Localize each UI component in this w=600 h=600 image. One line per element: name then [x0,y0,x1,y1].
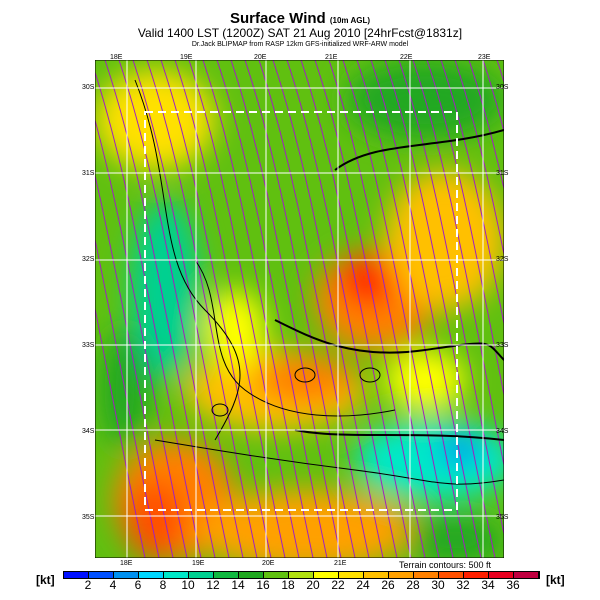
colorbar-swatch [89,572,114,578]
colorbar-tick: 24 [356,578,370,592]
unit-right: [kt] [546,573,565,587]
colorbar-swatch [414,572,439,578]
colorbar-tick: 20 [306,578,320,592]
axis-label: 21E [325,54,338,61]
axis-label: 19E [192,560,205,567]
axis-label: 31S [82,170,95,177]
wind-map [95,60,504,558]
wind-streamline [272,60,384,558]
axis-label: 34S [82,428,95,435]
colorbar-swatch [389,572,414,578]
colorbar-swatch [139,572,164,578]
colorbar-tick: 8 [159,578,167,592]
colorbar-tick: 18 [281,578,295,592]
colorbar-swatch [339,572,364,578]
wind-streamline [370,60,482,558]
wind-streamline [258,60,370,558]
wind-streamline [132,60,244,558]
colorbar-tick: 32 [456,578,470,592]
wind-streamline [244,60,356,558]
colorbar-tick: 28 [406,578,420,592]
wind-streamline [426,60,504,398]
axis-label: 22E [400,54,413,61]
axis-label: 34S [496,428,509,435]
axis-label: 19E [180,54,193,61]
colorbar-tick: 30 [431,578,445,592]
wind-streamline [160,60,272,558]
wind-streamline [342,60,454,558]
wind-streamline [95,70,202,558]
wind-streamline [300,60,412,558]
colorbar-swatch [514,572,539,578]
axis-label: 33S [82,342,95,349]
axis-label: 30S [496,84,509,91]
axis-label: 35S [496,514,509,521]
axis-label: 18E [120,560,133,567]
colorbar-tick: 26 [381,578,395,592]
axis-label: 32S [82,256,95,263]
axis-label: 18E [110,54,123,61]
wind-streamline [95,173,174,558]
wind-streamline [468,60,504,192]
wind-streamline [314,60,426,558]
colorbar-tick: 34 [481,578,495,592]
colorbar-swatch [289,572,314,578]
axis-label: 31S [496,170,509,177]
colorbar-swatch [439,572,464,578]
wind-streamline [188,60,300,558]
colorbar-swatch [314,572,339,578]
colorbar-swatch [114,572,139,578]
colorbar-tick: 22 [331,578,345,592]
axis-label: 35S [82,514,95,521]
wind-streamline [202,60,314,558]
axis-label: 21E [334,560,347,567]
wind-streamline [95,118,188,558]
colorbar-tick: 6 [134,578,142,592]
wind-streamline [356,60,468,558]
valid-time: Valid 1400 LST (1200Z) SAT 21 Aug 2010 [… [137,26,463,40]
wind-streamline [230,60,342,558]
wind-streamline [95,236,160,558]
map-title: Surface Wind (10m AGL) [229,10,371,27]
wind-streamline [118,60,230,558]
colorbar-swatch [489,572,514,578]
wind-streamline [398,60,504,537]
colorbar-swatch [464,572,489,578]
colorbar-swatch [164,572,189,578]
unit-left: [kt] [36,573,55,587]
axis-label: 23E [478,54,491,61]
colorbar [63,571,540,579]
colorbar-swatch [364,572,389,578]
wind-streamline [440,60,504,327]
colorbar-swatch [189,572,214,578]
colorbar-tick: 36 [506,578,520,592]
terrain-contours-note: Terrain contours: 500 ft [399,560,492,570]
wind-streamline [454,60,504,257]
colorbar-swatch [64,572,89,578]
colorbar-swatch [214,572,239,578]
colorbar-tick: 4 [109,578,117,592]
axis-label: 30S [82,84,95,91]
wind-streamline [328,60,440,558]
axis-label: 33S [496,342,509,349]
axis-label: 20E [254,54,267,61]
wind-streamline [95,305,146,558]
colorbar-swatch [264,572,289,578]
colorbar-tick: 2 [84,578,92,592]
colorbar-tick: 14 [231,578,245,592]
wind-streamline [384,60,496,558]
colorbar-tick: 16 [256,578,270,592]
axis-label: 32S [496,256,509,263]
colorbar-tick: 10 [181,578,195,592]
wind-streamline [482,60,504,134]
axis-label: 20E [262,560,275,567]
model-credit: Dr.Jack BLIPMAP from RASP 12km GFS-initi… [191,41,409,48]
colorbar-tick: 12 [206,578,220,592]
wind-streamline [216,60,328,558]
colorbar-swatch [239,572,264,578]
